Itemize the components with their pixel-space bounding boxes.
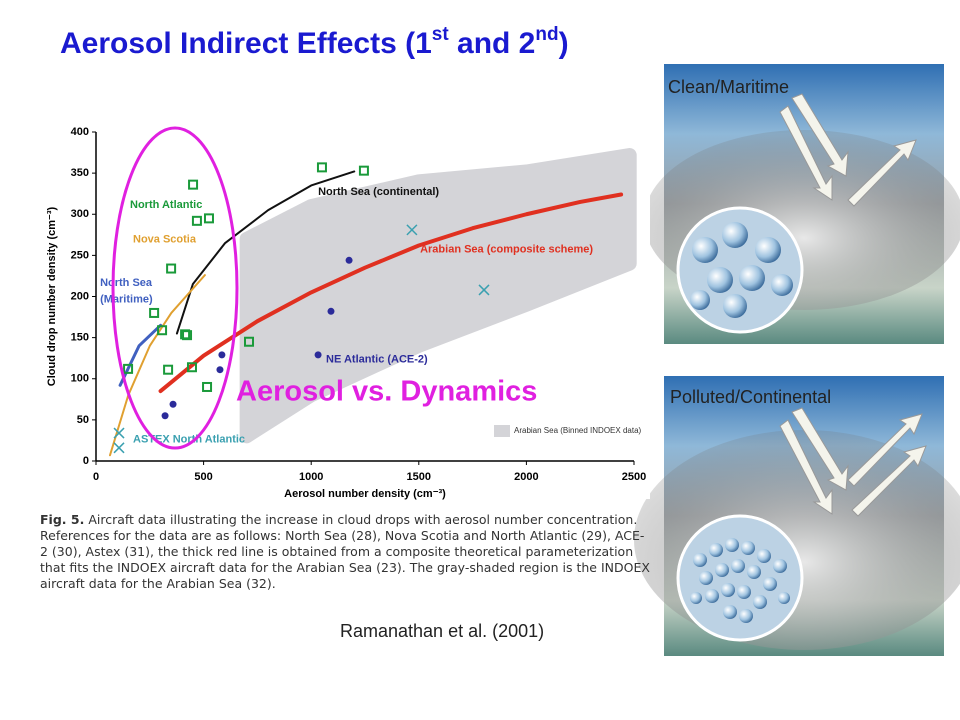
y-tick-label: 350	[71, 167, 89, 179]
caption-text: Aircraft data illustrating the increase …	[40, 512, 650, 591]
square-point	[163, 364, 174, 375]
x-tick-label: 500	[194, 471, 212, 483]
y-tick-label: 200	[71, 290, 89, 302]
panel-clean: Clean/Maritime	[644, 64, 960, 344]
slide-title: Aerosol Indirect Effects (1st and 2nd)	[60, 24, 569, 60]
cross-point	[406, 224, 418, 236]
chart: 0 50 100 150 200 250 300 350 400 0 500 1000 1500 2000…	[46, 120, 650, 500]
dot-point	[218, 351, 226, 359]
overlay-text: Aerosol vs. Dynamics	[236, 376, 537, 408]
cross-point	[113, 442, 125, 454]
title-superscript: nd	[535, 24, 558, 45]
highlight-ellipse	[111, 126, 239, 450]
dot-point	[327, 307, 335, 315]
square-point	[123, 363, 134, 374]
y-tick-label: 250	[71, 249, 89, 261]
annotation: NE Atlantic (ACE-2)	[326, 354, 428, 366]
title-superscript: st	[432, 24, 450, 45]
shaded-region	[239, 148, 637, 444]
y-tick-label: 300	[71, 208, 89, 220]
annotation: (Maritime)	[100, 294, 153, 306]
square-point	[191, 215, 202, 226]
square-point	[202, 381, 213, 392]
curve	[108, 274, 206, 457]
x-tick-label: 2500	[622, 471, 646, 483]
y-tick-label: 50	[77, 414, 89, 426]
y-tick-label: 100	[71, 373, 89, 385]
panel-polluted: Polluted/Continental	[634, 376, 960, 656]
annotation: North Atlantic	[130, 199, 202, 211]
droplet-circle	[676, 514, 804, 642]
dot-point	[161, 412, 169, 420]
square-point	[149, 307, 160, 318]
y-tick-label: 150	[71, 332, 89, 344]
square-point	[182, 330, 193, 341]
cross-point	[113, 427, 125, 439]
square-point	[166, 263, 177, 274]
x-tick-label: 1000	[299, 471, 323, 483]
y-tick-label: 0	[83, 455, 89, 467]
legend-label: Arabian Sea (Binned INDOEX data)	[514, 426, 642, 435]
dot-point	[345, 256, 353, 264]
arrows	[779, 93, 917, 207]
square-point	[244, 336, 255, 347]
annotation: Nova Scotia	[133, 234, 197, 246]
dot-point	[169, 400, 177, 408]
y-axis-label: Cloud drop number density (cm⁻³)	[46, 206, 58, 386]
citation: Ramanathan et al. (2001)	[340, 621, 544, 641]
title-part: )	[559, 27, 569, 60]
square-point	[203, 213, 214, 224]
square-point	[157, 325, 168, 336]
title-part: Aerosol Indirect Effects (1	[60, 27, 432, 60]
square-point	[186, 362, 197, 373]
legend-swatch	[494, 425, 510, 437]
x-tick-label: 1500	[407, 471, 431, 483]
annotation: North Sea	[100, 277, 153, 289]
figure-caption: Fig. 5. Aircraft data illustrating the i…	[40, 512, 650, 592]
arrows	[779, 407, 927, 517]
droplets	[690, 538, 790, 623]
annotation: North Sea (continental)	[318, 186, 439, 198]
panel-label: Clean/Maritime	[668, 77, 789, 97]
droplets	[690, 222, 793, 318]
curve	[158, 192, 624, 394]
caption-label: Fig. 5.	[40, 512, 85, 527]
y-tick-label: 400	[71, 126, 89, 138]
dot-point	[216, 366, 224, 374]
dot-point	[314, 351, 322, 359]
square-point	[316, 162, 327, 173]
panel-label: Polluted/Continental	[670, 387, 831, 407]
cross-point	[478, 284, 490, 296]
annotation: Arabian Sea (composite scheme)	[420, 244, 593, 256]
x-tick-label: 0	[93, 471, 99, 483]
x-axis-label: Aerosol number density (cm⁻³)	[284, 488, 446, 500]
square-point	[358, 165, 369, 176]
square-point	[188, 179, 199, 190]
x-tick-label: 2000	[514, 471, 538, 483]
title-part: and 2	[449, 27, 536, 60]
